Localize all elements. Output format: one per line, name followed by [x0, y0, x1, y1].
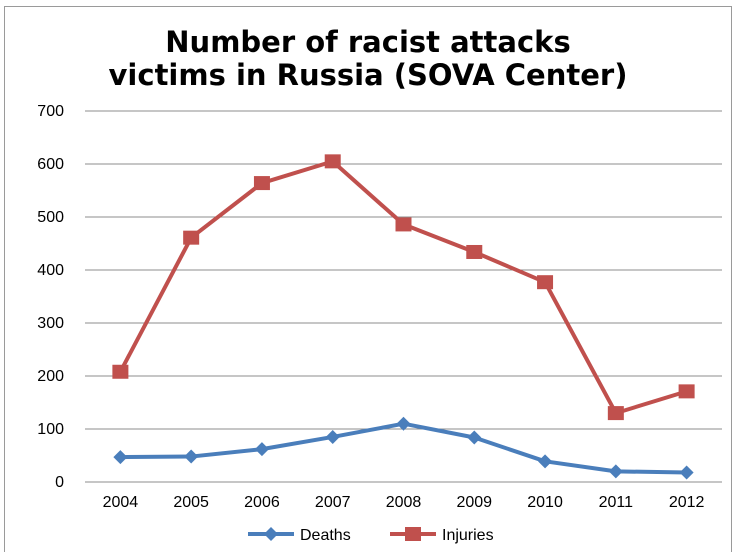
data-point-square: [678, 384, 695, 399]
data-point-diamond: [184, 449, 199, 464]
x-tick-label: 2011: [599, 494, 634, 511]
data-point-square: [405, 527, 421, 541]
chart-frame: [4, 6, 732, 552]
y-axis: 0 100 200 300 400 500 600 700: [37, 103, 64, 491]
x-tick-label: 2010: [527, 494, 563, 511]
y-tick-label: 500: [37, 209, 64, 226]
chart-title-line-1: Number of racist attacks: [165, 25, 571, 59]
x-tick-label: 2007: [315, 494, 351, 511]
x-tick-label: 2006: [244, 494, 280, 511]
data-point-square: [112, 364, 129, 379]
y-tick-label: 100: [37, 421, 64, 438]
series-line: [120, 421, 687, 475]
chart-title-line-2: victims in Russia (SOVA Center): [108, 58, 628, 92]
series-line: [118, 159, 688, 416]
series-deaths: [113, 416, 694, 480]
y-tick-label: 300: [37, 315, 64, 332]
y-tick-label: 0: [55, 474, 64, 491]
data-point-diamond: [264, 527, 278, 541]
data-point-square: [183, 230, 200, 245]
data-point-square: [324, 154, 341, 169]
data-point-diamond: [467, 430, 482, 445]
legend-item-injuries: Injuries: [390, 527, 494, 544]
chart-title: Number of racist attacks victims in Russ…: [40, 26, 696, 92]
legend-label: Injuries: [442, 527, 494, 544]
data-point-diamond: [608, 464, 623, 479]
series-injuries: [112, 154, 695, 421]
x-tick-label: 2012: [669, 494, 705, 511]
data-point-diamond: [679, 465, 694, 480]
legend: Deaths Injuries: [248, 527, 494, 544]
x-tick-label: 2004: [103, 494, 139, 511]
x-tick-label: 2009: [456, 494, 492, 511]
x-tick-label: 2005: [173, 494, 209, 511]
y-tick-label: 700: [37, 103, 64, 120]
legend-item-deaths: Deaths: [248, 527, 351, 544]
data-point-diamond: [113, 450, 128, 465]
x-axis: 2004 2005 2006 2007 2008 2009 2010 2011 2012: [103, 494, 705, 511]
y-tick-label: 400: [37, 262, 64, 279]
x-tick-label: 2008: [386, 494, 422, 511]
data-point-diamond: [254, 442, 269, 457]
y-tick-label: 200: [37, 368, 64, 385]
data-point-square: [253, 176, 270, 191]
legend-label: Deaths: [300, 527, 351, 544]
series-group: [112, 154, 695, 480]
data-point-diamond: [396, 416, 411, 431]
gridlines: [85, 110, 722, 483]
data-point-square: [607, 406, 624, 421]
y-tick-label: 600: [37, 156, 64, 173]
data-point-diamond: [325, 429, 340, 444]
data-point-square: [537, 275, 554, 290]
data-point-square: [395, 217, 412, 232]
data-point-square: [466, 244, 483, 259]
data-point-diamond: [538, 454, 553, 469]
